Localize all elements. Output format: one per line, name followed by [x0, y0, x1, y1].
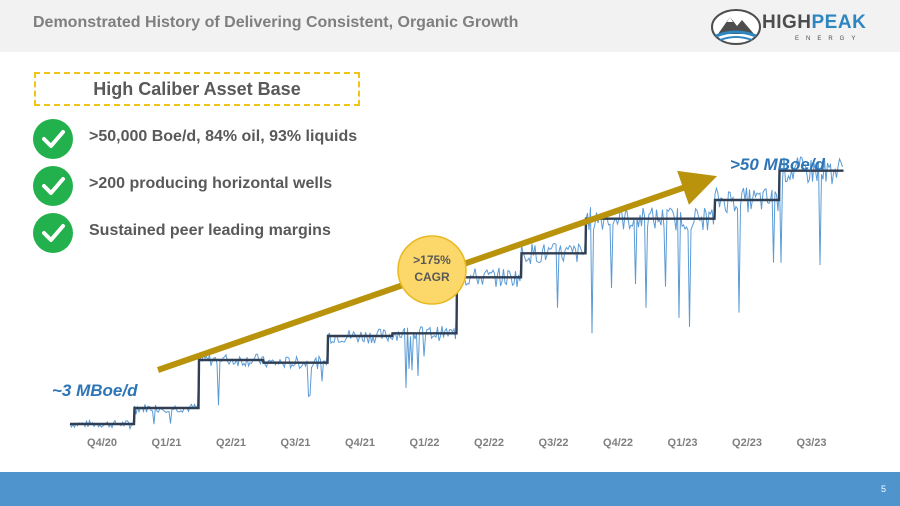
cagr-label: CAGR	[414, 270, 450, 284]
cagr-badge: >175% CAGR	[397, 235, 467, 305]
logo-subtext: ENERGY	[795, 36, 863, 42]
x-tick-label: Q3/21	[281, 437, 311, 449]
cagr-value: >175%	[413, 253, 451, 267]
asset-base-label: High Caliber Asset Base	[93, 79, 301, 99]
checkmark-icon	[33, 166, 73, 206]
x-tick-label: Q1/23	[668, 437, 698, 449]
x-tick-label: Q4/22	[603, 437, 633, 449]
x-tick-label: Q1/22	[410, 437, 440, 449]
bullet-text: >50,000 Boe/d, 84% oil, 93% liquids	[89, 128, 358, 145]
bullet-text: Sustained peer leading margins	[89, 222, 331, 239]
page-number: 5	[880, 484, 886, 494]
bullet-text: >200 producing horizontal wells	[89, 175, 333, 192]
company-logo: HIGHPEAK ENERGY	[700, 6, 890, 48]
x-tick-label: Q2/22	[474, 437, 504, 449]
x-tick-label: Q4/21	[345, 437, 375, 449]
header-bar: Demonstrated History of Delivering Consi…	[0, 0, 900, 52]
asset-base-callout: High Caliber Asset Base	[34, 72, 360, 106]
x-tick-label: Q3/22	[539, 437, 569, 449]
checkmark-icon	[33, 213, 73, 253]
start-production-label: ~3 MBoe/d	[52, 381, 138, 400]
end-production-label: >50 MBoe/d	[730, 155, 826, 174]
x-tick-label: Q4/20	[87, 437, 117, 449]
x-tick-label: Q1/21	[152, 437, 182, 449]
logo-wordmark: HIGHPEAK	[762, 12, 867, 33]
x-tick-label: Q2/21	[216, 437, 246, 449]
page-title: Demonstrated History of Delivering Consi…	[33, 14, 519, 31]
footer-bar: 5	[0, 472, 900, 506]
x-tick-label: Q3/23	[797, 437, 827, 449]
checkmark-icon	[33, 119, 73, 159]
quarterly-average-step-line	[70, 169, 844, 426]
mountain-logo-icon	[711, 9, 761, 45]
x-tick-label: Q2/23	[732, 437, 762, 449]
